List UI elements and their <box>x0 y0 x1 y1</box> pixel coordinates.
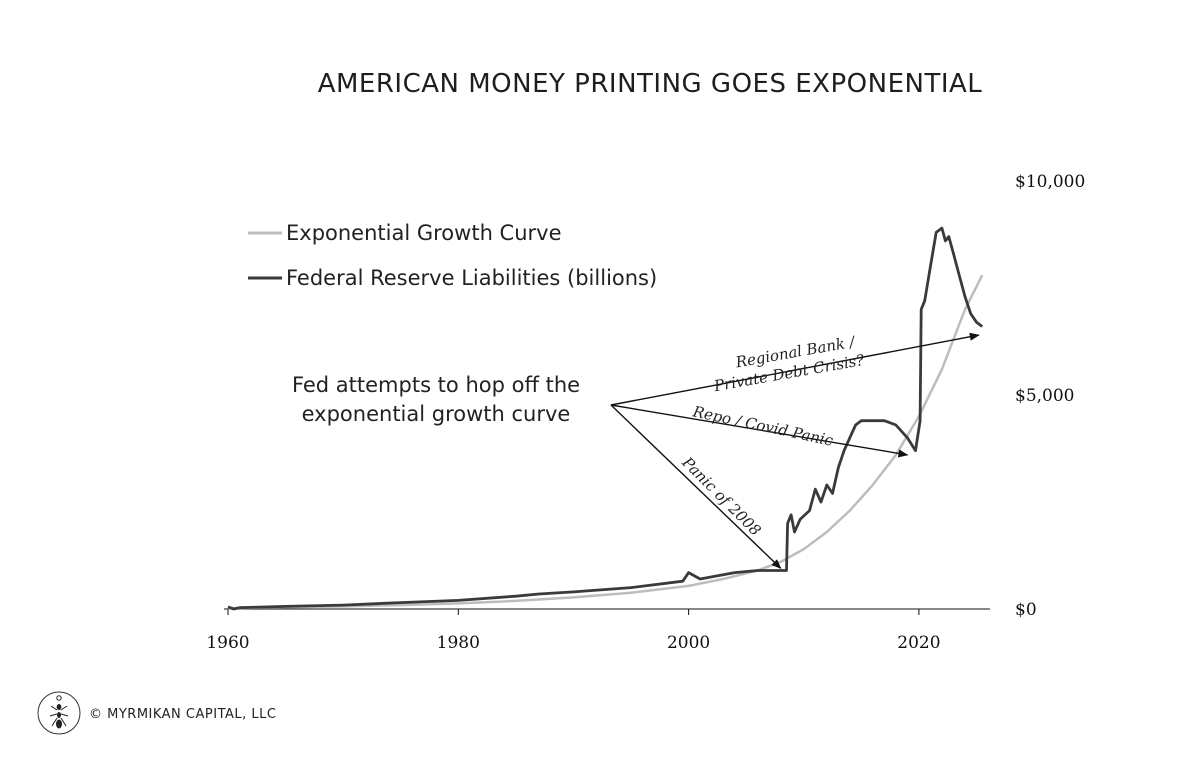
x-tick-label: 2000 <box>667 633 710 653</box>
annotation-note-line1: Fed attempts to hop off the <box>292 373 580 397</box>
x-tick-label: 1960 <box>206 633 249 653</box>
footer: © MYRMIKAN CAPITAL, LLC <box>37 691 276 735</box>
annotation-repo-covid: Repo / Covid Panic <box>690 402 835 450</box>
x-tick-label: 2020 <box>897 633 940 653</box>
y-axis: $0 $5,000 $10,000 <box>1015 172 1085 620</box>
annotation-note-line2: exponential growth curve <box>302 402 571 426</box>
legend-label-exponential: Exponential Growth Curve <box>286 221 562 245</box>
y-tick-label: $5,000 <box>1015 386 1074 406</box>
ant-icon <box>37 691 81 735</box>
arrow-panic-2008 <box>610 404 782 569</box>
legend: Exponential Growth Curve Federal Reserve… <box>248 221 657 290</box>
series-exponential-curve <box>227 274 984 610</box>
x-axis: 1960 1980 2000 2020 <box>206 608 990 653</box>
y-tick-label: $0 <box>1015 600 1037 620</box>
legend-label-fed: Federal Reserve Liabilities (billions) <box>286 266 657 290</box>
x-tick-label: 1980 <box>437 633 480 653</box>
copyright-text: © MYRMIKAN CAPITAL, LLC <box>89 707 276 722</box>
arrow-regional-bank <box>610 332 980 406</box>
y-tick-label: $10,000 <box>1015 172 1085 192</box>
chart-title: AMERICAN MONEY PRINTING GOES EXPONENTIAL <box>318 69 983 99</box>
annotation-panic-2008: Panic of 2008 <box>678 453 765 540</box>
arrow-repo-covid <box>610 404 909 458</box>
annotations: Fed attempts to hop off the exponential … <box>292 332 980 569</box>
series-fed-liabilities <box>227 226 984 611</box>
